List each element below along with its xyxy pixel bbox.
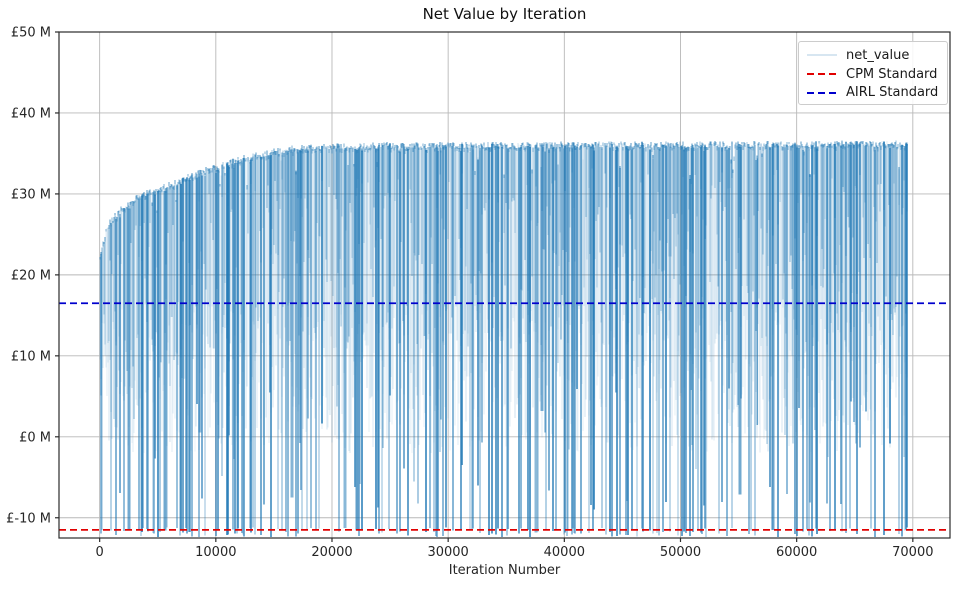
plot-border: [58, 31, 951, 539]
y-tick-label: £50 M: [11, 26, 51, 41]
x-tick-label: 20000: [311, 545, 352, 560]
y-tick-label: £30 M: [11, 187, 51, 202]
legend-label: net_value: [846, 47, 910, 63]
x-axis-label: Iteration Number: [448, 563, 561, 578]
chart-title: Net Value by Iteration: [422, 5, 587, 23]
x-tick-label: 0: [96, 545, 104, 560]
x-tick-label: 10000: [195, 545, 236, 560]
airl-standard-line-sample: [807, 91, 837, 94]
x-tick-label: 30000: [427, 545, 468, 560]
net-value-line-sample: [807, 54, 837, 57]
y-tick-label: £10 M: [11, 349, 51, 364]
y-tick-label: £0 M: [19, 430, 51, 445]
axis-ticks: [55, 31, 914, 542]
x-tick-label: 50000: [660, 545, 701, 560]
legend-entry-net-value: net_value: [807, 46, 941, 65]
legend-entry-cpm-standard: CPM Standard: [807, 65, 941, 84]
y-tick-label: £-10 M: [6, 511, 51, 526]
y-tick-label: £40 M: [11, 106, 51, 121]
x-tick-label: 70000: [892, 545, 933, 560]
legend-label: AIRL Standard: [846, 85, 939, 101]
y-tick-label: £20 M: [11, 268, 51, 283]
x-tick-label: 60000: [776, 545, 817, 560]
net-value-series: [99, 140, 909, 538]
legend-box: net_value CPM Standard AIRL Standard: [798, 41, 948, 105]
legend-entry-airl-standard: AIRL Standard: [807, 83, 941, 102]
legend-label: CPM Standard: [846, 66, 938, 82]
x-tick-label: 40000: [544, 545, 585, 560]
cpm-standard-line-sample: [807, 73, 837, 75]
